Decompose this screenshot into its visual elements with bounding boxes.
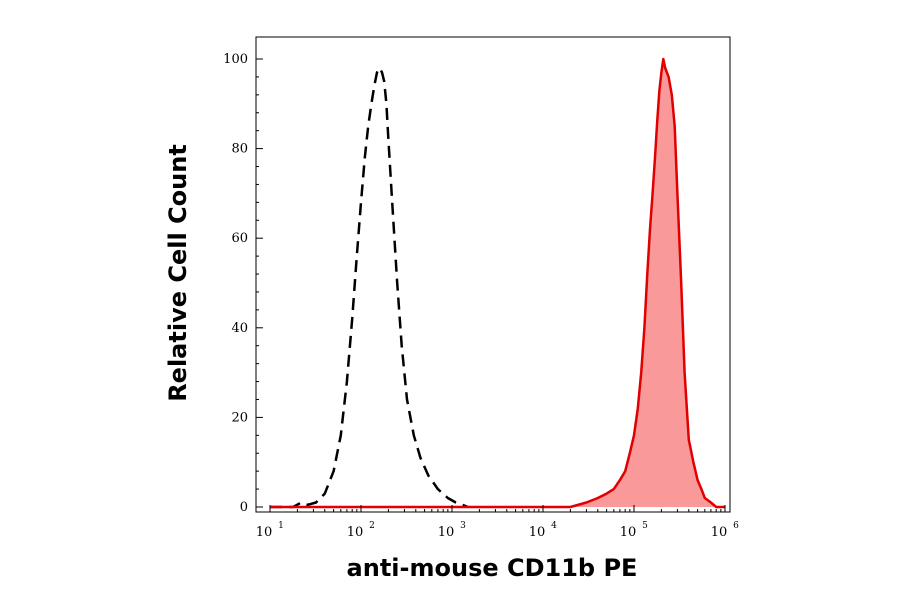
x-tick-label: 10	[256, 525, 273, 540]
y-axis-ticks: 0 20 40 60 80 100	[223, 52, 263, 515]
series-2-fill	[270, 59, 725, 507]
y-tick-label: 0	[240, 500, 248, 515]
plot-series	[270, 57, 725, 509]
x-tick-label: 10	[438, 525, 455, 540]
x-axis-title: anti-mouse CD11b PE	[347, 554, 638, 582]
y-tick-label: 100	[223, 52, 248, 67]
x-tick-exponent: 4	[551, 521, 557, 531]
x-tick-label: 10	[620, 525, 637, 540]
x-tick-label: 10	[347, 525, 364, 540]
x-tick-exponent: 1	[278, 521, 284, 531]
y-tick-label: 20	[231, 410, 248, 425]
x-tick-label: 10	[529, 525, 546, 540]
y-tick-label: 40	[231, 321, 248, 336]
x-tick-exponent: 6	[733, 521, 739, 531]
x-tick-exponent: 3	[460, 521, 466, 531]
x-tick-label: 10	[711, 525, 728, 540]
series-1-line	[270, 66, 469, 509]
x-tick-exponent: 5	[642, 521, 648, 531]
x-tick-exponent: 2	[369, 521, 375, 531]
y-tick-label: 60	[231, 231, 248, 246]
series-2-line	[270, 57, 725, 509]
y-tick-label: 80	[231, 142, 248, 157]
x-axis-ticks: 10 1 10 2 10 3 10 4 10 5 10 6	[256, 505, 739, 540]
y-axis-title: Relative Cell Count	[164, 144, 192, 402]
